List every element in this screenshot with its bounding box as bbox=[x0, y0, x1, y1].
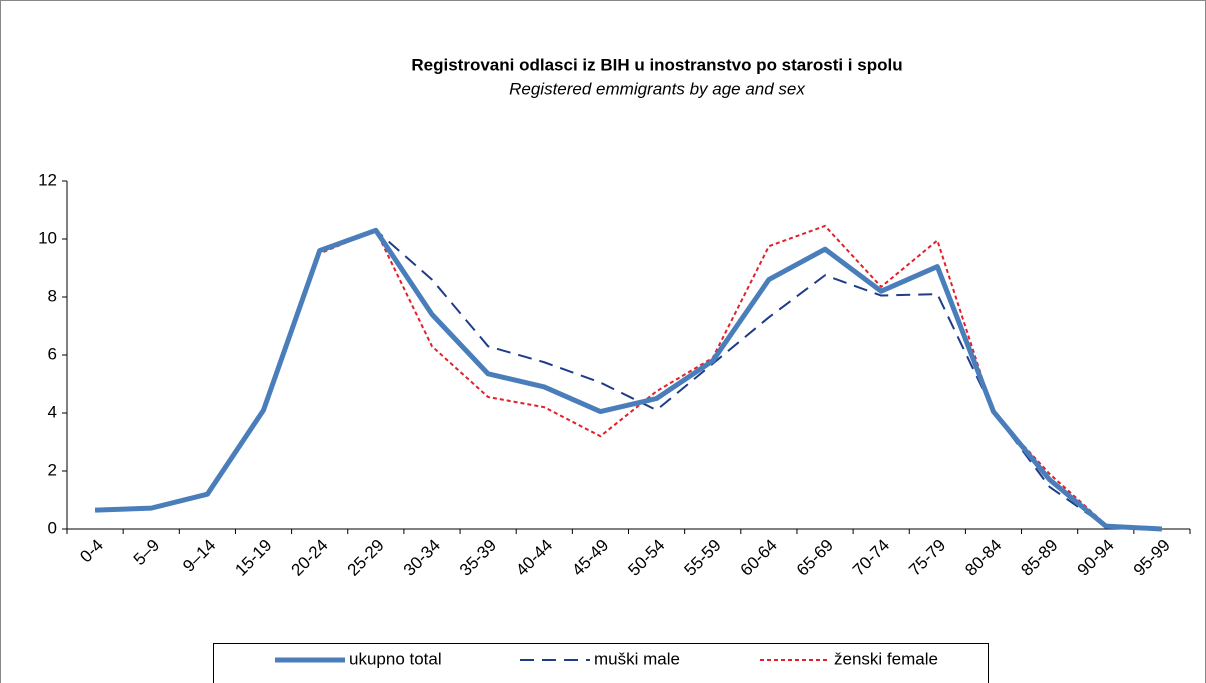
legend-label: muški male bbox=[594, 649, 680, 668]
y-tick-label: 2 bbox=[48, 460, 57, 479]
y-tick-label: 8 bbox=[48, 286, 57, 305]
y-tick-label: 4 bbox=[48, 402, 57, 421]
chart-title: Registrovani odlasci iz BIH u inostranst… bbox=[411, 55, 902, 74]
y-tick-label: 0 bbox=[48, 518, 57, 537]
y-tick-label: 10 bbox=[38, 228, 57, 247]
chart-subtitle: Registered emmigrants by age and sex bbox=[509, 79, 805, 98]
legend-box bbox=[213, 643, 989, 683]
legend-label: ženski female bbox=[834, 649, 938, 668]
legend-label: ukupno total bbox=[349, 649, 442, 668]
y-tick-label: 12 bbox=[38, 170, 57, 189]
y-tick-label: 6 bbox=[48, 344, 57, 363]
series-line bbox=[94, 227, 1163, 532]
